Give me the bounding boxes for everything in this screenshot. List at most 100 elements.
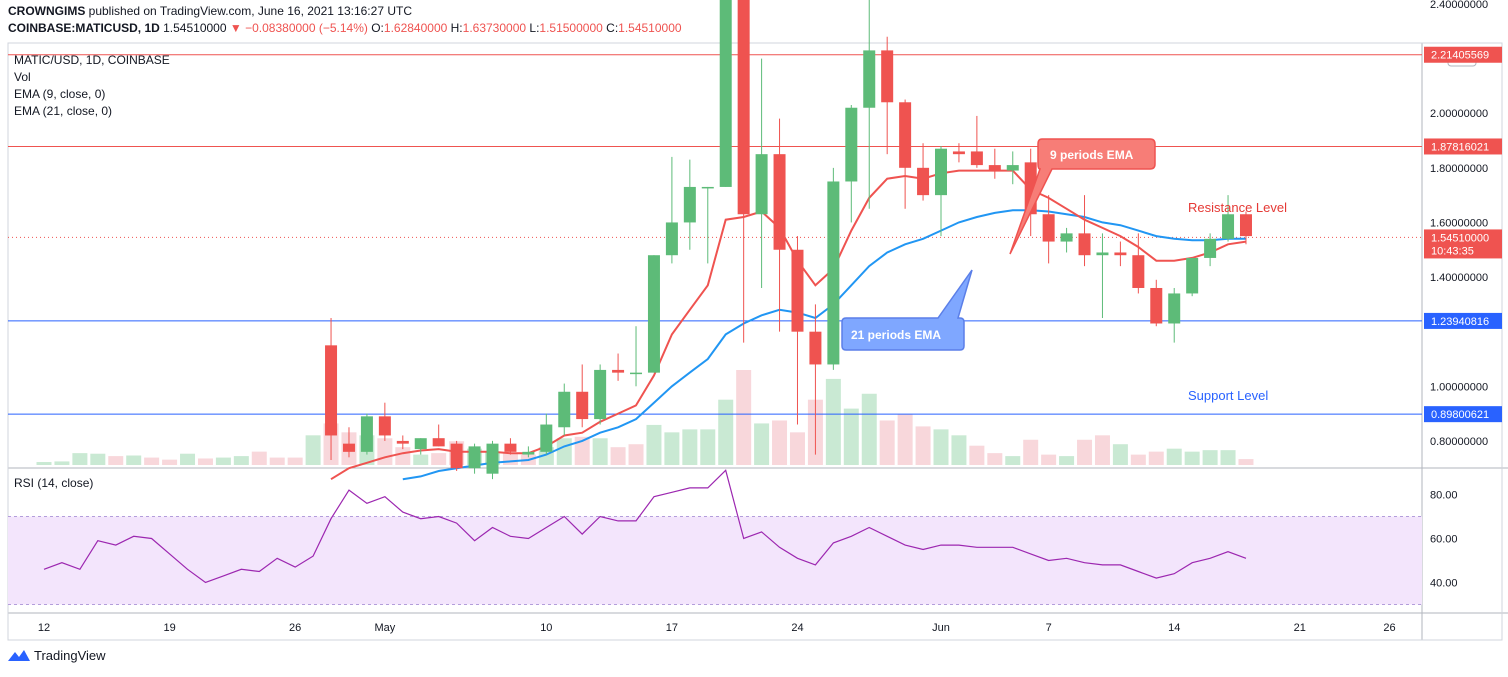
volume-bar <box>197 458 213 465</box>
candle-down <box>325 345 338 436</box>
volume-bar <box>1148 451 1164 465</box>
volume-bar <box>180 453 196 465</box>
rsi-line <box>43 469 1247 584</box>
footer-brand: TradingView <box>8 648 106 663</box>
candle-down <box>504 443 517 452</box>
price-change: −0.08380000 (−5.14%) <box>245 21 368 35</box>
candle-down <box>809 331 822 365</box>
volume-bar <box>233 456 249 465</box>
date-axis-tick: 17 <box>666 622 678 634</box>
volume-bar <box>377 438 393 465</box>
candle-up <box>1060 233 1073 242</box>
volume-bar <box>1220 450 1236 465</box>
candle-down <box>432 438 445 447</box>
volume-bar <box>718 399 734 465</box>
low-label: L: <box>529 21 540 35</box>
candle-up <box>360 416 373 452</box>
price-axis-tick: 1.80000000 <box>1430 163 1488 175</box>
last-price-badge <box>1424 229 1502 259</box>
candle-down <box>881 50 894 103</box>
volume-bar <box>843 408 859 465</box>
footer-brand-text: TradingView <box>34 648 106 663</box>
volume-bar <box>251 451 267 465</box>
support-level-badge <box>1424 312 1502 329</box>
open-value: 1.62840000 <box>383 21 448 35</box>
volume-bar <box>144 457 160 465</box>
volume-bar <box>215 457 231 465</box>
candle-up <box>1186 257 1199 294</box>
open-label: O: <box>371 21 384 35</box>
date-axis-tick: May <box>374 622 395 634</box>
rsi-axis-tick: 80.00 <box>1430 490 1458 502</box>
volume-bar <box>395 447 411 465</box>
candle-down <box>396 440 409 444</box>
candle-up <box>630 372 643 375</box>
volume-bar <box>664 432 680 465</box>
close-value: 1.54510000 <box>618 21 682 35</box>
candle-down <box>576 391 589 420</box>
volume-bar <box>54 461 70 465</box>
date-axis-tick: 14 <box>1168 622 1180 634</box>
volume-bar <box>502 453 518 465</box>
volume-bar <box>1094 435 1110 465</box>
support-level-annotation: Support Level <box>1188 388 1268 403</box>
volume-bar <box>1023 439 1039 465</box>
volume-bar <box>592 438 608 465</box>
volume-bar <box>413 454 429 465</box>
ema21-callout-text: 21 periods EMA <box>851 328 941 342</box>
price-axis-tick: 1.00000000 <box>1430 381 1488 393</box>
ema9-callout-text: 9 periods EMA <box>1050 148 1134 162</box>
date-axis-tick: Jun <box>932 622 950 634</box>
candle-up <box>468 446 481 469</box>
candle-up <box>558 391 571 428</box>
volume-bar <box>646 424 662 465</box>
ema21-callout-box <box>841 269 973 351</box>
candle-down <box>791 249 804 332</box>
low-value: 1.51500000 <box>539 21 603 35</box>
price-axis-tick: 0.80000000 <box>1430 436 1488 448</box>
candle-up <box>1006 165 1019 171</box>
ema21-line <box>402 209 1246 481</box>
volume-bar <box>1238 459 1254 465</box>
volume-bar <box>574 436 590 465</box>
date-axis-tick: 21 <box>1294 622 1306 634</box>
support-level-label: 0.89800621 <box>1431 409 1489 421</box>
candle-down <box>378 416 391 436</box>
down-arrow-icon: ▼ <box>229 21 242 35</box>
date-axis-tick: 19 <box>163 622 175 634</box>
main-pane <box>8 43 1422 465</box>
legend-title: MATIC/USD, 1D, COINBASE <box>14 53 170 67</box>
volume-bar <box>36 462 52 465</box>
candle-up <box>414 438 427 450</box>
candle-up <box>1204 238 1217 258</box>
volume-bar <box>628 444 644 465</box>
volume-bar <box>108 456 124 465</box>
candle-up <box>647 255 660 373</box>
rsi-band <box>8 516 1422 605</box>
support-level-label: 1.23940816 <box>1431 316 1489 328</box>
candle-up <box>683 186 696 223</box>
volume-bar <box>861 393 877 465</box>
resistance-level-badge <box>1424 46 1502 63</box>
volume-bar <box>610 447 626 465</box>
volume-bar <box>90 453 106 465</box>
volume-bar <box>1130 454 1146 465</box>
volume-bar <box>915 426 931 465</box>
resistance-level-badge <box>1424 138 1502 155</box>
volume-bar <box>754 423 770 465</box>
publisher-name: CROWNGIMS <box>8 4 86 18</box>
candle-up <box>665 222 678 256</box>
publisher-line: CROWNGIMS published on TradingView.com, … <box>8 4 412 18</box>
volume-bar <box>556 438 572 465</box>
chart-legend: MATIC/USD, 1D, COINBASE Vol EMA (9, clos… <box>14 52 170 120</box>
volume-bar <box>269 457 285 465</box>
volume-bar <box>825 378 841 465</box>
volume-bar <box>933 429 949 465</box>
candle-up <box>827 181 840 365</box>
volume-bar <box>431 453 447 465</box>
volume-bar <box>305 435 321 465</box>
volume-bar <box>772 420 788 465</box>
legend-ema9: EMA (9, close, 0) <box>14 87 106 101</box>
candle-down <box>1239 214 1252 237</box>
